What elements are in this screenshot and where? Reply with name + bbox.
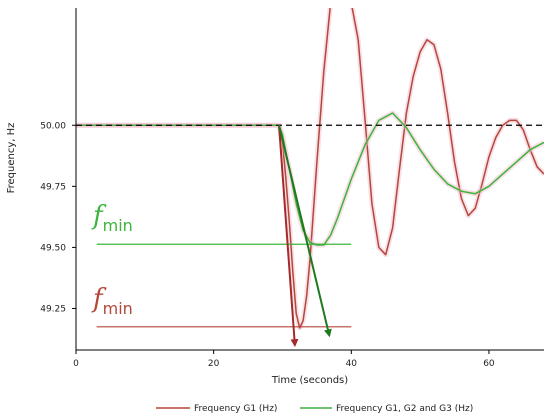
x-tick-label: 60 [483, 359, 495, 369]
legend: Frequency G1 (Hz) Frequency G1, G2 and G… [156, 404, 473, 414]
trend-arrow-2 [278, 125, 332, 338]
x-axis-title: Time (seconds) [271, 375, 348, 386]
series-line-1 [76, 8, 544, 329]
trend-arrow-1 [278, 125, 299, 348]
series-glow-1 [76, 8, 544, 331]
fmin-label-2: fmin [91, 284, 133, 318]
fmin-label-1: fmin [91, 201, 133, 235]
x-tick-label: 20 [208, 359, 220, 369]
y-tick-label: 49.50 [40, 243, 66, 253]
legend-label-g1: Frequency G1 (Hz) [194, 404, 277, 414]
legend-label-g123: Frequency G1, G2 and G3 (Hz) [336, 404, 473, 414]
x-tick-label: 0 [73, 359, 79, 369]
series-line-2 [76, 112, 544, 246]
y-tick-label: 49.25 [40, 304, 66, 314]
y-tick-label: 50.00 [40, 121, 66, 131]
y-tick-label: 49.75 [40, 182, 66, 192]
y-axis-title: Frequency, Hz [6, 123, 17, 194]
x-tick-label: 40 [346, 359, 358, 369]
